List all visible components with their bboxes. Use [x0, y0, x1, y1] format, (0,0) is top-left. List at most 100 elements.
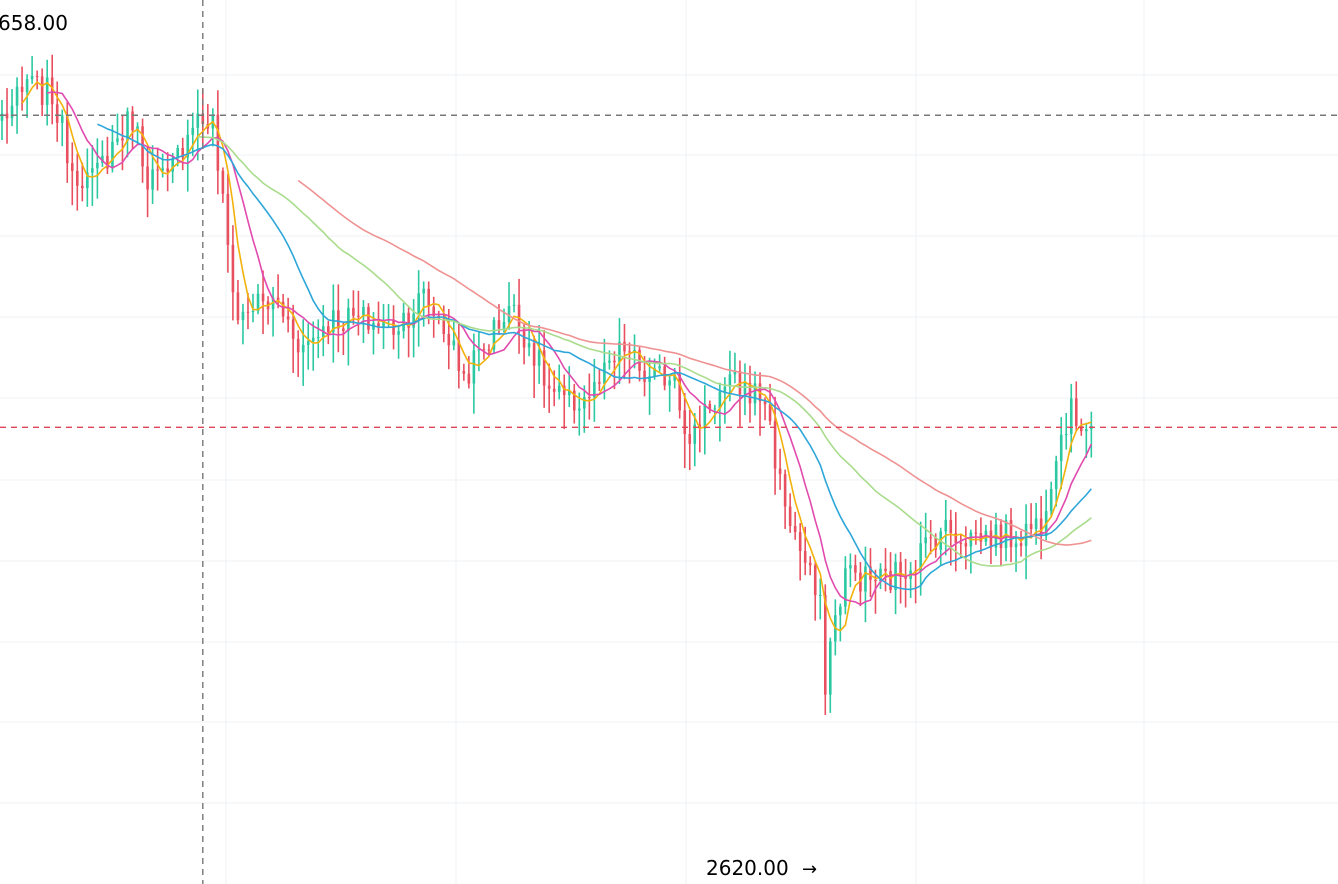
- candle-body: [628, 351, 631, 353]
- candle-body: [136, 126, 139, 131]
- candle-body: [412, 313, 415, 328]
- candle-body: [221, 170, 225, 194]
- candle-body: [161, 168, 164, 171]
- candle-body: [126, 111, 129, 141]
- candle-body: [91, 168, 94, 173]
- candle-body: [1069, 398, 1073, 435]
- candle-body: [472, 350, 476, 384]
- candle-body: [5, 113, 9, 119]
- candle-body: [693, 424, 697, 444]
- candle-body: [316, 337, 320, 339]
- candle-body: [1049, 488, 1053, 512]
- candle-body: [327, 326, 330, 333]
- candle-body: [999, 524, 1003, 549]
- candle-body: [964, 543, 968, 547]
- candle-body: [352, 307, 355, 316]
- low-price-arrow: →: [802, 859, 817, 880]
- candle-body: [1009, 520, 1013, 548]
- candle-body: [60, 115, 64, 123]
- candle-body: [1024, 523, 1028, 546]
- candle-body: [407, 312, 410, 328]
- candle-body: [552, 388, 556, 392]
- candle-body: [884, 568, 887, 571]
- candles-group: [0, 54, 1093, 716]
- candle-body: [337, 310, 340, 329]
- candle-body: [608, 360, 611, 363]
- candle-body: [713, 408, 717, 410]
- candle-body: [427, 288, 430, 307]
- candle-body: [246, 311, 250, 313]
- candle-body: [457, 340, 461, 372]
- candle-body: [417, 293, 420, 314]
- candle-body: [588, 397, 591, 399]
- ma-60-line: [297, 179, 1092, 546]
- candle-body: [497, 320, 501, 329]
- candle-body: [40, 76, 44, 105]
- candle-body: [1074, 398, 1078, 427]
- candle-body: [397, 331, 400, 335]
- ma-5-line: [21, 81, 1092, 632]
- candle-body: [532, 343, 536, 366]
- candle-body: [934, 537, 938, 550]
- candle-body: [643, 370, 646, 382]
- candle-body: [35, 76, 39, 78]
- candle-body: [1059, 434, 1063, 462]
- candle-body: [462, 371, 466, 374]
- candle-body: [166, 168, 169, 172]
- ma-10-line: [47, 91, 1093, 606]
- candle-body: [507, 305, 511, 323]
- candle-body: [236, 292, 240, 321]
- candle-body: [111, 141, 114, 169]
- candle-body: [296, 338, 300, 353]
- candle-body: [854, 565, 857, 573]
- candle-body: [101, 155, 104, 163]
- candle-body: [537, 350, 541, 366]
- candle-body: [201, 113, 205, 125]
- candle-body: [0, 113, 4, 121]
- candle-body: [251, 310, 255, 313]
- candle-body: [176, 147, 179, 159]
- candle-body: [106, 155, 109, 169]
- candle-body: [1080, 426, 1083, 432]
- candle-body: [382, 320, 385, 327]
- candle-body: [829, 641, 832, 695]
- candle-body: [76, 170, 79, 186]
- candle-body: [603, 362, 606, 384]
- candle-body: [813, 565, 817, 596]
- high-price-label: 658.00: [0, 11, 68, 35]
- candle-body: [723, 386, 727, 392]
- candle-body: [216, 114, 220, 171]
- candle-body: [291, 319, 295, 339]
- candle-body: [306, 341, 310, 345]
- candle-body: [131, 111, 134, 131]
- candle-body: [904, 575, 907, 579]
- candle-body: [231, 244, 235, 293]
- candle-body: [874, 579, 877, 582]
- candle-body: [347, 307, 350, 332]
- candle-body: [50, 77, 54, 105]
- candle-body: [276, 297, 280, 302]
- candle-body: [688, 434, 692, 444]
- candle-body: [683, 410, 687, 435]
- candle-body: [20, 86, 24, 92]
- candle-body: [477, 349, 481, 351]
- ma-40-line: [197, 136, 1092, 567]
- candle-body: [1085, 429, 1088, 432]
- candle-body: [618, 341, 621, 363]
- candle-body: [844, 568, 847, 607]
- candle-body: [527, 343, 531, 348]
- candle-body: [623, 341, 626, 352]
- candle-body: [241, 311, 245, 321]
- candle-body: [25, 79, 29, 92]
- candle-body: [30, 76, 34, 80]
- candle-body: [121, 138, 124, 141]
- candle-body: [181, 147, 185, 158]
- candle-body: [738, 370, 742, 395]
- candle-body: [452, 340, 456, 346]
- candle-body: [301, 344, 305, 353]
- candle-body: [954, 533, 958, 543]
- candle-body: [562, 385, 566, 396]
- candle-body: [1019, 543, 1023, 546]
- candle-body: [482, 349, 486, 351]
